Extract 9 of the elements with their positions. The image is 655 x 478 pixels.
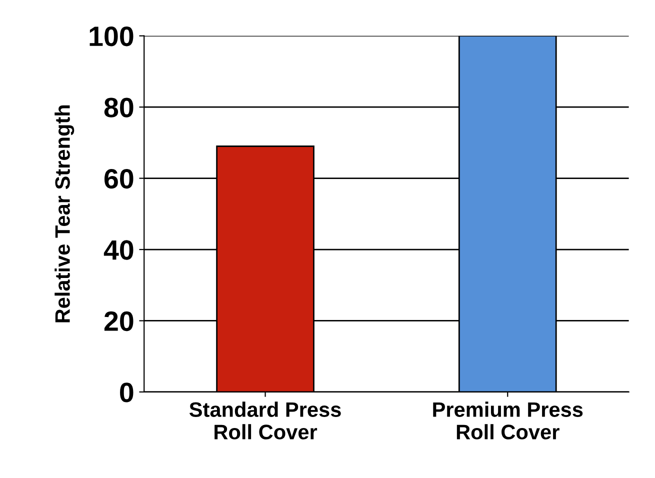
y-tick-label: 20: [104, 311, 134, 332]
y-tick-label: 100: [90, 26, 134, 46]
x-tick-label: Standard Press Roll Cover: [189, 402, 341, 440]
y-tick-label: 0: [120, 382, 134, 402]
y-tick-label: 40: [104, 240, 134, 260]
x-tick-label: Premium Press Roll Cover: [433, 402, 583, 440]
y-axis-title: Relative Tear Strength: [54, 105, 74, 322]
y-tick-label: 80: [104, 98, 134, 118]
y-tick-label: 60: [104, 168, 134, 189]
